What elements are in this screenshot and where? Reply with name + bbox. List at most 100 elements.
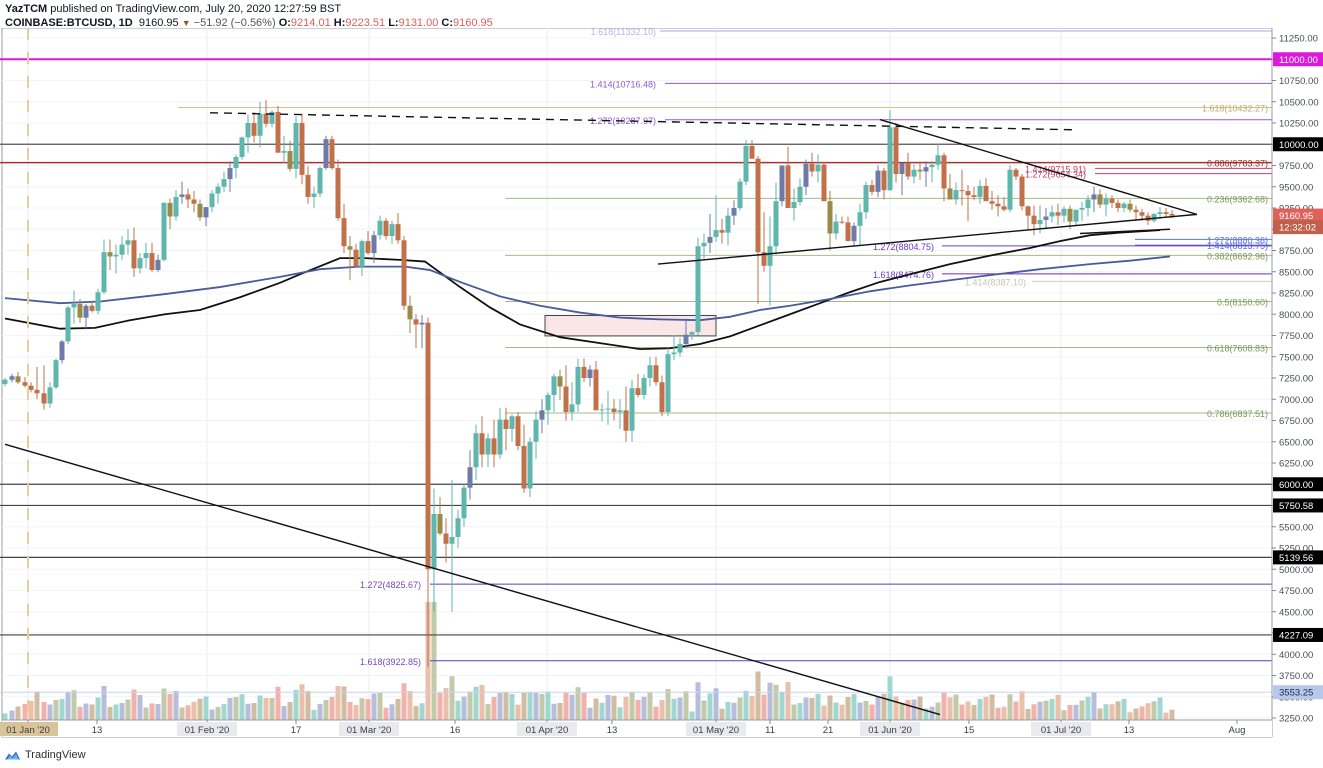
volume-bar bbox=[803, 697, 809, 722]
volume-bar bbox=[587, 707, 593, 722]
volume-bar bbox=[1031, 704, 1037, 722]
candle-body bbox=[353, 249, 359, 267]
triangle-lower-trendline[interactable] bbox=[657, 213, 1198, 265]
triangle-upper-trendline[interactable] bbox=[879, 118, 1198, 216]
highlight-box bbox=[544, 315, 717, 337]
volume-bar bbox=[341, 686, 347, 722]
volume-bar bbox=[407, 691, 413, 722]
price-axis[interactable]: 11250.00 11000.00 10750.00 10500.00 10250.00… bbox=[1271, 28, 1323, 744]
volume-bar bbox=[923, 708, 929, 722]
volume-bar bbox=[491, 697, 497, 722]
time-label-badge bbox=[517, 722, 577, 736]
candle-body bbox=[557, 376, 563, 387]
candle-body bbox=[491, 438, 497, 455]
volume-bar bbox=[1151, 701, 1157, 722]
volume-bar bbox=[329, 697, 335, 722]
candle-body bbox=[119, 244, 125, 255]
volume-bar bbox=[995, 707, 1001, 722]
price-label-badge bbox=[1273, 685, 1323, 700]
candle-body bbox=[983, 185, 989, 202]
volume-bar bbox=[779, 691, 785, 722]
volume-bar bbox=[941, 692, 947, 722]
volume-bar bbox=[1091, 692, 1097, 722]
long-descending-trendline[interactable] bbox=[4, 443, 941, 716]
volume-bar bbox=[461, 696, 467, 722]
candle-body bbox=[575, 366, 581, 405]
volume-bar bbox=[581, 693, 587, 722]
candle-body bbox=[1031, 215, 1037, 225]
candle-body bbox=[647, 365, 653, 378]
candle-body bbox=[185, 194, 191, 200]
publisher-line: YazTCM published on TradingView.com, Jul… bbox=[5, 2, 493, 16]
volume-bar bbox=[83, 703, 89, 722]
candle-body bbox=[131, 240, 137, 269]
candle-body bbox=[113, 254, 119, 257]
level-label: 1.618(11332.10) bbox=[591, 28, 656, 37]
footer-brand[interactable]: TradingView bbox=[4, 749, 86, 761]
volume-bar bbox=[485, 704, 491, 722]
volume-bar bbox=[815, 693, 821, 722]
volume-bar bbox=[881, 693, 887, 722]
volume-bar bbox=[449, 676, 455, 722]
candle-body bbox=[9, 376, 15, 380]
candle-body bbox=[599, 409, 605, 411]
volume-bar bbox=[317, 704, 323, 722]
price-chart[interactable]: 1.618(11332.10) 1.414(10716.48) 1.618(1043… bbox=[0, 28, 1323, 744]
price-tick-label: 11250.00 bbox=[1279, 34, 1318, 45]
volume-bar bbox=[1085, 696, 1091, 722]
triangle-lower-2-trendline[interactable] bbox=[1079, 228, 1171, 235]
candle-body bbox=[899, 162, 905, 174]
volume-bar bbox=[437, 692, 443, 722]
volume-bar bbox=[551, 703, 557, 722]
candle-body bbox=[1001, 206, 1007, 210]
volume-bar bbox=[533, 693, 539, 722]
volume-bar bbox=[1061, 710, 1067, 722]
price-tick-label: 8250.00 bbox=[1279, 289, 1313, 300]
candle-body bbox=[719, 230, 725, 233]
volume-bar bbox=[773, 684, 779, 722]
high-label: H: bbox=[333, 17, 346, 29]
candle-body bbox=[869, 185, 875, 192]
price-tick-label: 4500.00 bbox=[1279, 607, 1313, 618]
trendlines[interactable] bbox=[4, 112, 1198, 716]
volume-bar bbox=[509, 694, 515, 722]
candle-body bbox=[275, 111, 281, 153]
candle-body bbox=[677, 344, 683, 353]
level-label: 1.414(10716.48) bbox=[590, 79, 656, 89]
price-tick-label: 8500.00 bbox=[1279, 267, 1313, 278]
volume-bar bbox=[1007, 694, 1013, 722]
price-tick-label: 6500.00 bbox=[1279, 437, 1313, 448]
volume-bar bbox=[929, 706, 935, 722]
time-axis[interactable]: 01 Jan '20 13 01 Feb '20 17 01 Mar '20 16 01 A… bbox=[0, 719, 1272, 737]
volume-bar bbox=[623, 696, 629, 722]
price-label-badge bbox=[1273, 498, 1323, 513]
candle-body bbox=[83, 305, 89, 318]
symbol-label[interactable]: COINBASE:BTCUSD, 1D bbox=[5, 17, 133, 29]
candle-body bbox=[593, 369, 599, 411]
candle-body bbox=[41, 393, 47, 404]
volume-bar bbox=[305, 691, 311, 722]
time-tick-label: 01 Jan '20 bbox=[6, 725, 50, 736]
volume-bar bbox=[47, 704, 53, 722]
candle-body bbox=[1067, 208, 1073, 222]
volume-bar bbox=[617, 707, 623, 722]
candle-body bbox=[22, 382, 28, 386]
candle-body bbox=[827, 201, 833, 234]
candle-body bbox=[773, 201, 779, 247]
author-name[interactable]: YazTCM bbox=[5, 3, 48, 15]
volume-bar bbox=[233, 697, 239, 722]
candle-body bbox=[761, 252, 767, 266]
candle-body bbox=[227, 168, 233, 180]
time-axis-bg bbox=[2, 720, 1272, 737]
volume-bar bbox=[215, 707, 221, 722]
candle-body bbox=[77, 304, 83, 318]
resistance-dashed-trendline[interactable] bbox=[209, 112, 1076, 131]
time-label-badge bbox=[339, 722, 399, 736]
volume-bar bbox=[593, 698, 599, 722]
volume-bar bbox=[935, 702, 941, 722]
candle-body bbox=[221, 179, 227, 187]
candle-body bbox=[245, 123, 251, 138]
volume-bar bbox=[953, 694, 959, 722]
level-label: 0.886(9783.37) bbox=[1207, 159, 1268, 169]
candle-body bbox=[317, 168, 323, 194]
